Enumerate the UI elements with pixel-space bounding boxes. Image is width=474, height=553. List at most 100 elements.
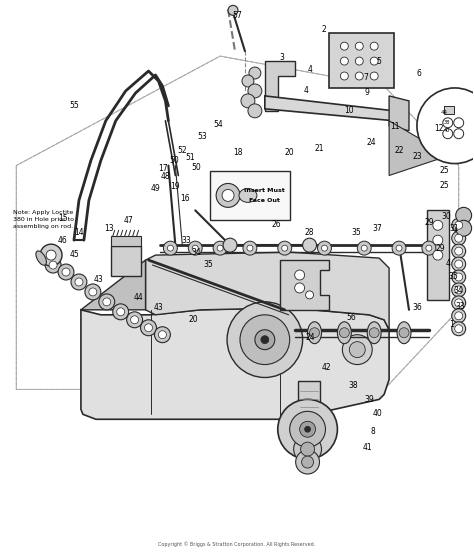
Text: 5: 5: [377, 56, 382, 66]
Circle shape: [455, 260, 463, 268]
Text: 31: 31: [450, 224, 459, 233]
Circle shape: [452, 270, 465, 284]
Text: 8: 8: [371, 427, 375, 436]
Text: 30: 30: [442, 212, 452, 221]
Circle shape: [422, 241, 436, 255]
Circle shape: [282, 245, 288, 251]
Circle shape: [216, 184, 240, 207]
Text: 24: 24: [366, 138, 376, 147]
Circle shape: [370, 72, 378, 80]
Ellipse shape: [397, 322, 411, 343]
Text: 35: 35: [449, 273, 459, 281]
Text: 17: 17: [159, 164, 168, 173]
Circle shape: [167, 245, 173, 251]
Text: 12: 12: [434, 124, 444, 133]
Text: 49: 49: [151, 184, 160, 193]
Text: 38: 38: [348, 381, 358, 390]
Text: 35: 35: [203, 259, 213, 269]
Circle shape: [361, 245, 367, 251]
Ellipse shape: [239, 189, 257, 202]
Text: 51: 51: [185, 153, 195, 162]
Bar: [427, 210, 449, 300]
Circle shape: [310, 328, 319, 338]
Circle shape: [217, 245, 223, 251]
Text: Face Out: Face Out: [249, 198, 280, 203]
Text: 40: 40: [372, 409, 382, 418]
Text: 19: 19: [171, 182, 180, 191]
Circle shape: [456, 220, 472, 236]
Text: Note: Apply Loctite
380 in Hole prior to
assembling on rod.: Note: Apply Loctite 380 in Hole prior to…: [13, 210, 74, 228]
Circle shape: [228, 6, 238, 15]
Circle shape: [227, 302, 302, 378]
Text: 4: 4: [303, 86, 308, 96]
Circle shape: [452, 231, 465, 245]
Text: 25: 25: [440, 181, 449, 190]
Bar: [444, 106, 454, 114]
Text: 55: 55: [69, 101, 79, 111]
Circle shape: [249, 67, 261, 79]
Circle shape: [301, 456, 313, 468]
Circle shape: [89, 288, 97, 296]
Circle shape: [131, 316, 138, 324]
Circle shape: [40, 244, 62, 266]
Circle shape: [417, 88, 474, 164]
Text: 4: 4: [307, 65, 312, 74]
Circle shape: [356, 72, 363, 80]
Circle shape: [85, 284, 101, 300]
Circle shape: [340, 42, 348, 50]
Circle shape: [222, 190, 234, 201]
Circle shape: [455, 286, 463, 294]
Circle shape: [302, 238, 317, 252]
Circle shape: [117, 308, 125, 316]
Circle shape: [356, 42, 363, 50]
Text: 50: 50: [191, 163, 201, 172]
Text: 53: 53: [197, 132, 207, 141]
Polygon shape: [280, 260, 329, 310]
Text: 29: 29: [424, 218, 434, 227]
Circle shape: [242, 75, 254, 87]
Text: 22: 22: [394, 146, 404, 155]
Circle shape: [261, 336, 269, 343]
Circle shape: [452, 218, 465, 232]
Circle shape: [127, 312, 143, 328]
Circle shape: [294, 435, 321, 463]
Text: 15: 15: [58, 214, 68, 223]
Circle shape: [243, 241, 257, 255]
Circle shape: [158, 331, 166, 338]
Text: 34: 34: [454, 286, 464, 295]
Circle shape: [339, 328, 349, 338]
Circle shape: [340, 57, 348, 65]
Text: 50: 50: [170, 156, 179, 165]
Text: 1: 1: [449, 320, 454, 329]
Text: 23: 23: [412, 152, 422, 161]
Circle shape: [248, 104, 262, 118]
Text: 10: 10: [345, 106, 354, 116]
Circle shape: [301, 442, 315, 456]
Polygon shape: [146, 252, 389, 330]
Text: 20: 20: [285, 148, 294, 157]
Circle shape: [426, 245, 432, 251]
Ellipse shape: [367, 322, 381, 343]
Text: 16: 16: [181, 194, 190, 203]
Text: 33: 33: [182, 236, 191, 244]
Text: Copyright © Briggs & Stratton Corporation. All Rights Reserved.: Copyright © Briggs & Stratton Corporatio…: [158, 541, 316, 546]
Circle shape: [278, 399, 337, 459]
Circle shape: [321, 245, 328, 251]
Circle shape: [452, 322, 465, 336]
Circle shape: [240, 315, 290, 364]
Bar: [298, 382, 319, 416]
Text: 13: 13: [104, 224, 114, 233]
Text: 41: 41: [363, 442, 372, 452]
Ellipse shape: [308, 322, 321, 343]
Circle shape: [296, 450, 319, 474]
Text: 40: 40: [444, 128, 450, 133]
Text: 26: 26: [272, 220, 282, 229]
Circle shape: [452, 296, 465, 310]
Text: Insert Must: Insert Must: [245, 188, 285, 193]
Circle shape: [192, 245, 198, 251]
Circle shape: [46, 250, 56, 260]
Text: 9: 9: [365, 88, 370, 97]
Circle shape: [342, 335, 372, 364]
Text: 47: 47: [124, 216, 134, 225]
Ellipse shape: [36, 251, 46, 265]
